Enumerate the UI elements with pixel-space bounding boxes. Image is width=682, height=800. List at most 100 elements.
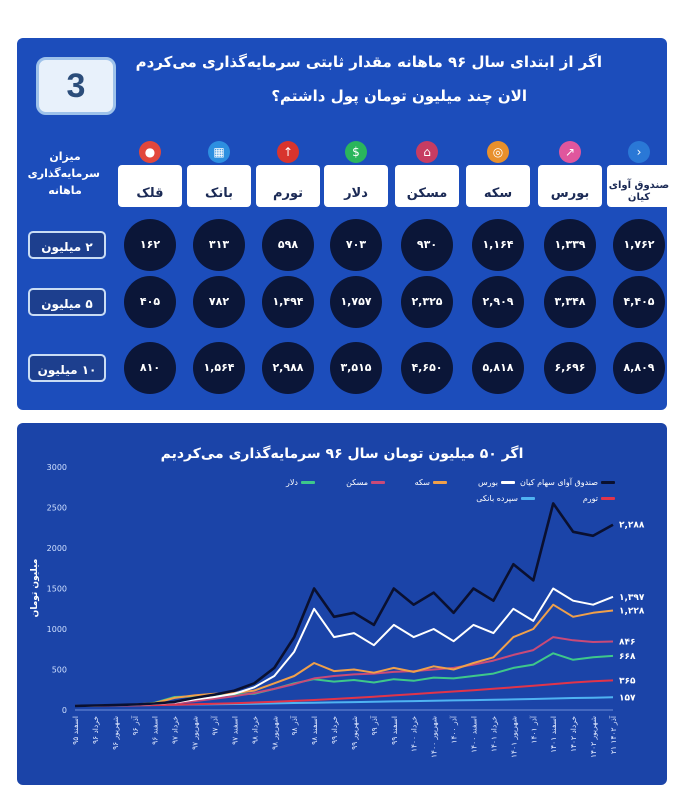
row-header: میزان سرمایه‌گذاری ماهانه — [27, 150, 100, 197]
y-tick-label: 1000 — [47, 625, 67, 634]
line-chart: 0 500 1000 1500 2000 2500 3000 میلیون تومان ۲,۲۸… — [30, 463, 645, 758]
legend-item: دلار — [286, 478, 315, 487]
bank-icon: ▦ — [208, 141, 230, 163]
column-header: بورس — [538, 165, 602, 207]
column-label: تورم — [272, 186, 304, 201]
legend-label: سکه — [414, 478, 430, 487]
legend-swatch — [601, 481, 615, 484]
legend-label: مسکن — [346, 478, 368, 487]
value-cell: ۱,۷۵۷ — [330, 276, 382, 328]
legend-item: سکه — [415, 478, 447, 487]
x-tick-label: خرداد ۱۴۰۰ — [410, 716, 419, 752]
series-line — [74, 502, 614, 708]
value-cell: ۷۰۳ — [330, 219, 382, 271]
inflation-icon: ↑ — [277, 141, 299, 163]
number-badge: 3 — [36, 57, 116, 115]
y-axis-label: میلیون تومان — [30, 559, 40, 618]
row-label: ۱۰ میلیون — [28, 354, 106, 382]
y-tick-label: 2500 — [47, 504, 67, 513]
x-tick-label: آذر ۱۴۰۱ — [528, 715, 538, 743]
value-cell: ۱,۴۹۴ — [262, 276, 314, 328]
value-cell: ۸۱۰ — [124, 342, 176, 394]
x-tick-label: خرداد ۹۹ — [330, 716, 339, 744]
value-cell: ۲,۳۲۵ — [401, 276, 453, 328]
x-tick-label: شهریور ۱۴۰۲ — [589, 716, 598, 758]
x-tick-label: خرداد ۹۷ — [171, 716, 180, 744]
end-value-label: ۶۶۸ — [619, 652, 636, 662]
value-cell: ۱,۷۶۲ — [613, 219, 665, 271]
legend-swatch — [521, 497, 535, 500]
value-cell: ۳۱۳ — [193, 219, 245, 271]
x-tick-label: آذر ۱۴۰۰ — [449, 715, 459, 743]
column-label: قلک — [136, 186, 164, 201]
legend-item: بورس — [478, 478, 515, 487]
x-tick-label: شهریور ۹۸ — [270, 716, 279, 750]
x-tick-label: اسفند ۹۸ — [310, 716, 319, 745]
x-tick-label: شهریور ۱۴۰۰ — [430, 716, 439, 758]
x-tick-label: شهریور ۹۶ — [111, 716, 120, 750]
column-header: دلار — [324, 165, 388, 207]
table-title-line2: الان چند میلیون تومان پول داشتم؟ — [271, 87, 527, 105]
x-tick-label: اسفند ۹۶ — [151, 716, 160, 745]
y-tick-label: 2000 — [47, 544, 67, 553]
chart-title: اگر ۵۰ میلیون تومان سال ۹۶ سرمایه‌گذاری … — [160, 446, 524, 462]
end-value-label: ۱,۲۲۸ — [619, 607, 645, 617]
column-header: مسکن — [395, 165, 459, 207]
legend-label: بورس — [478, 478, 498, 487]
column-label: دلار — [344, 186, 368, 201]
column-header: قلک — [118, 165, 182, 207]
legend-swatch — [433, 481, 447, 484]
y-tick-label: 3000 — [47, 463, 67, 472]
column-header: سکه — [466, 165, 530, 207]
legend-swatch — [601, 497, 615, 500]
legend-item: تورم — [583, 494, 615, 503]
x-tick-label: شهریور ۱۴۰۱ — [509, 716, 518, 758]
chart-icon: ↗ — [559, 141, 581, 163]
x-tick-label: ۲۱ آذر ۱۴۰۲ — [608, 715, 618, 754]
end-value-label: ۲,۲۸۸ — [619, 521, 645, 531]
value-cell: ۴,۴۰۵ — [613, 276, 665, 328]
x-tick-label: اسفند ۱۴۰۱ — [549, 716, 558, 753]
value-cell: ۵,۸۱۸ — [472, 342, 524, 394]
chart-legend: صندوق آوای سهام کیان بورس سکه مسکن دلار تورم س… — [115, 478, 615, 508]
y-tick-label: 500 — [52, 666, 67, 675]
x-tick-label: آذر ۹۶ — [130, 715, 140, 735]
column-label: صندوق آوای کیان — [608, 180, 670, 203]
value-cell: ۳,۵۱۵ — [330, 342, 382, 394]
end-value-label: ۱,۳۹۷ — [619, 593, 645, 603]
value-cell: ۵۹۸ — [262, 219, 314, 271]
value-cell: ۱,۳۳۹ — [544, 219, 596, 271]
legend-label: سپرده بانکی — [476, 494, 518, 503]
column-label: بورس — [550, 186, 590, 201]
x-tick-label: اسفند ۹۹ — [390, 716, 399, 745]
value-cell: ۲,۹۰۹ — [472, 276, 524, 328]
value-cell: ۸,۸۰۹ — [613, 342, 665, 394]
legend-item: صندوق آوای سهام کیان — [520, 478, 615, 487]
legend-label: صندوق آوای سهام کیان — [520, 478, 598, 487]
value-cell: ۶,۶۹۶ — [544, 342, 596, 394]
column-label: سکه — [483, 186, 513, 201]
column-label: مسکن — [406, 186, 448, 201]
value-cell: ۱,۱۶۴ — [472, 219, 524, 271]
x-tick-label: خرداد ۱۴۰۱ — [489, 716, 498, 752]
legend-item: مسکن — [346, 478, 385, 487]
x-tick-label: آذر ۹۷ — [210, 715, 220, 735]
x-tick-label: شهریور ۹۷ — [191, 716, 200, 750]
x-tick-label: اسفند ۹۵ — [71, 716, 80, 745]
value-cell: ۱۶۲ — [124, 219, 176, 271]
end-value-label: ۳۶۵ — [619, 676, 636, 686]
column-header: تورم — [256, 165, 320, 207]
column-header: بانک — [187, 165, 251, 207]
x-tick-label: آذر ۹۹ — [369, 715, 379, 735]
series-line — [74, 603, 614, 707]
row-label: ۲ میلیون — [28, 231, 106, 259]
series-line — [74, 679, 614, 707]
series-line — [74, 636, 614, 707]
dollar-icon: $ — [345, 141, 367, 163]
legend-item: سپرده بانکی — [476, 494, 535, 503]
series-line — [74, 587, 614, 707]
house-icon: ⌂ — [416, 141, 438, 163]
piggy-bank-icon: ● — [139, 141, 161, 163]
x-tick-label: خرداد ۱۴۰۲ — [569, 716, 578, 752]
chart-panel — [17, 423, 667, 785]
